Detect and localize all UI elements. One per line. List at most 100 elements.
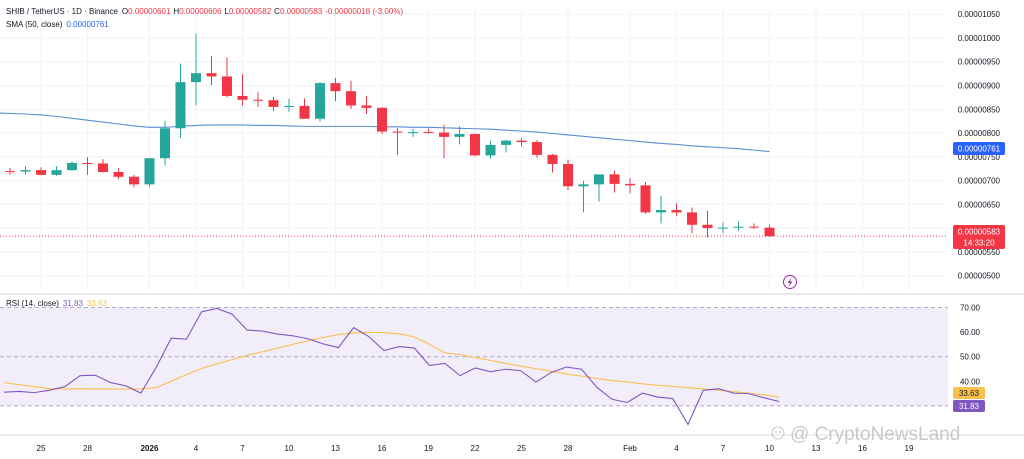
candle-body: [82, 162, 93, 164]
last-price-text: 0.00000583: [958, 228, 1001, 237]
candle: [656, 195, 666, 224]
time-tick-label: 7: [721, 444, 726, 453]
candle-body: [51, 170, 62, 175]
candle: [764, 225, 775, 237]
last-price-badge: 0.00000583 14:33:20: [953, 225, 1005, 249]
candle: [516, 138, 527, 147]
sma-line: [0, 112, 770, 153]
close-label: C: [274, 7, 280, 16]
candles: [5, 33, 775, 238]
candle-body: [98, 163, 108, 173]
candle-body: [144, 158, 155, 185]
candle: [5, 167, 15, 175]
candle: [299, 98, 310, 119]
candle-body: [330, 83, 341, 92]
candle-body: [470, 133, 480, 156]
candle: [36, 167, 46, 175]
time-tick-label: 25: [517, 444, 526, 453]
candle: [625, 178, 635, 194]
candle-body: [253, 99, 263, 101]
candle: [470, 133, 480, 157]
price-tick-label: 0.00000500: [958, 272, 1001, 281]
time-tick-label: 16: [378, 444, 387, 453]
candle: [98, 159, 108, 173]
candle: [501, 139, 511, 153]
candle-body: [191, 73, 201, 83]
watermark: @ CryptoNewsLand: [771, 424, 960, 445]
price-tick-label: 0.00000550: [958, 248, 1001, 257]
high-label: H: [173, 7, 179, 16]
candle: [485, 140, 496, 159]
time-tick-label: 4: [674, 444, 679, 453]
legend-symbol[interactable]: SHIB / TetherUS · 1D · Binance O0.0000060…: [6, 7, 403, 16]
candle: [268, 96, 279, 112]
price-tick-label: 0.00001000: [958, 34, 1001, 43]
sma-label: SMA (50, close): [6, 20, 63, 29]
legend-rsi[interactable]: RSI (14, close) 31.83 33.63: [6, 299, 108, 308]
candle: [702, 210, 713, 238]
candle-body: [609, 174, 620, 184]
time-tick-label: 28: [83, 444, 92, 453]
time-tick-label: 10: [765, 444, 774, 453]
candle: [547, 153, 558, 173]
candle: [563, 159, 573, 191]
candle-body: [113, 172, 124, 177]
candle: [315, 82, 325, 122]
candle-body: [563, 163, 573, 187]
sma-badge: 0.00000761: [953, 142, 1005, 155]
time-tick-label: 2026: [141, 444, 159, 453]
candle: [361, 95, 372, 115]
candle-body: [501, 140, 511, 145]
candle: [408, 128, 418, 137]
candle-body: [594, 174, 604, 185]
candle: [284, 98, 294, 112]
candle: [377, 106, 387, 134]
candle-body: [361, 105, 372, 108]
time-tick-label: 16: [858, 444, 867, 453]
time-tick-label: 19: [905, 444, 914, 453]
candle: [749, 223, 759, 230]
candle: [253, 92, 263, 107]
candle-body: [640, 185, 651, 213]
price-tick-label: 0.00000700: [958, 177, 1001, 186]
rsi-ma-badge: 33.63: [953, 387, 985, 399]
price-grid: [0, 8, 948, 290]
candle-body: [160, 128, 170, 159]
time-axis[interactable]: 25 28 2026 4 7 10 13 16 19 22 25 28 Feb 4 7 10 13 16 19: [37, 444, 914, 453]
candle: [222, 57, 232, 98]
time-tick-label: 19: [424, 444, 433, 453]
candle: [718, 222, 728, 234]
rsi-tick-label: 60.00: [960, 328, 981, 337]
candle: [237, 74, 248, 106]
candle-body: [392, 131, 403, 133]
rsi-ma-badge-text: 33.63: [959, 389, 980, 398]
legend-sma[interactable]: SMA (50, close) 0.00000761: [6, 20, 109, 29]
time-tick-label: Feb: [623, 444, 637, 453]
rsi-badge-text: 31.83: [959, 402, 980, 411]
candle-body: [175, 82, 186, 129]
candle-body: [439, 132, 449, 137]
candle-body: [315, 83, 325, 119]
candle: [640, 181, 651, 214]
low-label: L: [224, 7, 229, 16]
time-tick-label: 25: [37, 444, 46, 453]
candle: [113, 168, 124, 180]
candle-body: [718, 227, 728, 229]
rsi-tick-label: 40.00: [960, 377, 981, 386]
price-tick-label: 0.00001050: [958, 10, 1001, 19]
candle-body: [625, 183, 635, 186]
candle: [578, 180, 589, 213]
candle-body: [749, 226, 759, 228]
candle-body: [764, 227, 775, 237]
lightning-icon[interactable]: [783, 275, 797, 289]
rsi-badge: 31.83: [953, 400, 985, 412]
rsi-line: [3, 307, 780, 426]
candle: [82, 157, 93, 175]
candle: [671, 203, 682, 217]
open-value: 0.00000601: [128, 7, 171, 16]
candle-body: [733, 226, 744, 228]
sma-value: 0.00000761: [66, 20, 109, 29]
candle-body: [408, 132, 418, 134]
open-label: O: [122, 7, 128, 16]
